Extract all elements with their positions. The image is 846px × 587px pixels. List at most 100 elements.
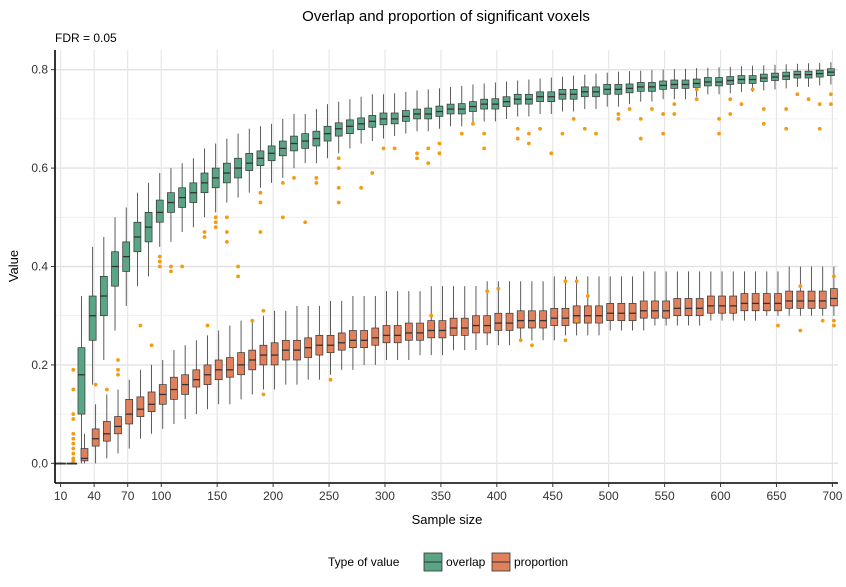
box-proportion <box>505 281 514 346</box>
box-overlap <box>424 89 433 132</box>
y-tick-label: 0.6 <box>31 161 48 175</box>
outlier-overlap <box>784 107 789 111</box>
box-proportion <box>80 433 89 464</box>
box-overlap <box>88 246 97 385</box>
outlier-proportion <box>71 431 76 436</box>
outlier-overlap <box>236 274 240 279</box>
outlier-overlap <box>717 131 721 136</box>
x-tick-label: 500 <box>599 489 619 503</box>
box-body-proportion <box>639 300 648 319</box>
outlier-proportion <box>529 343 534 348</box>
box-overlap <box>122 207 131 306</box>
outlier-overlap <box>292 176 296 180</box>
box-body-proportion <box>606 303 615 321</box>
box-body-overlap <box>111 251 119 287</box>
box-overlap <box>692 68 701 97</box>
legend: Type of value overlap proportion <box>328 552 568 572</box>
outlier-overlap <box>370 171 375 175</box>
box-body-proportion <box>796 290 805 309</box>
outlier-overlap <box>336 185 341 190</box>
box-body-proportion <box>617 303 626 321</box>
x-axis-label: Sample size <box>412 512 483 527</box>
x-tick-label: 100 <box>151 489 171 503</box>
box-body-overlap <box>245 152 254 171</box>
outlier-overlap <box>224 239 229 244</box>
box-body-proportion <box>393 325 402 344</box>
box-body-proportion <box>740 293 749 312</box>
box-overlap <box>469 84 477 124</box>
box-proportion <box>550 276 559 341</box>
outlier-overlap <box>169 269 173 274</box>
outlier-overlap <box>694 97 699 102</box>
outlier-proportion <box>563 338 568 343</box>
x-tick-label: 700 <box>822 489 842 503</box>
outlier-overlap <box>426 146 431 151</box>
y-tick-label: 0.8 <box>31 63 48 77</box>
box-proportion <box>427 286 436 356</box>
box-body-proportion <box>360 330 368 349</box>
outlier-overlap <box>314 176 319 180</box>
box-body-proportion <box>572 305 581 324</box>
outlier-overlap <box>627 107 632 111</box>
outlier-overlap <box>157 264 162 269</box>
box-body-overlap <box>334 122 343 137</box>
box-body-proportion <box>102 421 111 442</box>
box-body-proportion <box>595 305 603 324</box>
box-body-proportion <box>539 310 547 329</box>
box-overlap <box>77 296 86 464</box>
outlier-overlap <box>784 126 789 131</box>
box-overlap <box>413 90 421 132</box>
box-body-proportion <box>774 293 782 312</box>
box-proportion <box>360 296 368 365</box>
box-proportion <box>125 379 134 449</box>
box-overlap <box>435 88 444 129</box>
box-body-proportion <box>91 428 100 447</box>
box-overlap <box>379 94 388 139</box>
box-overlap <box>155 173 164 247</box>
outlier-overlap <box>728 112 733 116</box>
outlier-overlap <box>795 92 800 97</box>
box-body-proportion <box>270 342 279 366</box>
box-body-proportion <box>382 325 391 344</box>
outlier-overlap <box>806 97 811 102</box>
outlier-overlap <box>650 107 654 111</box>
box-proportion <box>483 281 491 346</box>
outlier-overlap <box>213 215 218 220</box>
box-body-proportion <box>516 310 525 329</box>
box-body-proportion <box>405 322 413 341</box>
outlier-overlap <box>515 126 520 131</box>
outlier-overlap <box>224 230 229 234</box>
outlier-overlap <box>515 136 520 141</box>
outlier-overlap <box>303 220 308 225</box>
box-body-proportion <box>483 315 491 334</box>
box-overlap <box>771 64 779 90</box>
box-proportion <box>147 364 156 434</box>
box-proportion <box>349 296 357 370</box>
outlier-proportion <box>71 387 76 392</box>
box-proportion <box>494 281 503 346</box>
outlier-overlap <box>258 200 263 205</box>
box-proportion <box>237 320 245 400</box>
box-overlap <box>759 65 768 91</box>
box-proportion <box>729 271 738 321</box>
box-body-proportion <box>80 448 89 462</box>
box-overlap <box>256 126 265 188</box>
outlier-proportion <box>820 318 825 323</box>
outlier-overlap <box>280 215 285 220</box>
box-proportion <box>762 271 771 316</box>
outlier-proportion <box>93 382 98 387</box>
outlier-proportion <box>574 279 579 284</box>
outlier-overlap <box>471 121 475 126</box>
chart-title: Overlap and proportion of significant vo… <box>302 8 590 25</box>
x-tick-label: 10 <box>54 489 68 503</box>
outlier-overlap <box>638 136 643 141</box>
outlier-proportion <box>71 436 76 441</box>
box-body-proportion <box>762 293 771 312</box>
outlier-proportion <box>71 417 76 421</box>
x-tick-label: 150 <box>207 489 227 503</box>
outlier-overlap <box>638 116 643 121</box>
outlier-overlap <box>392 146 397 151</box>
box-body-proportion <box>550 307 559 326</box>
box-overlap <box>603 72 612 107</box>
box-proportion <box>371 296 380 365</box>
